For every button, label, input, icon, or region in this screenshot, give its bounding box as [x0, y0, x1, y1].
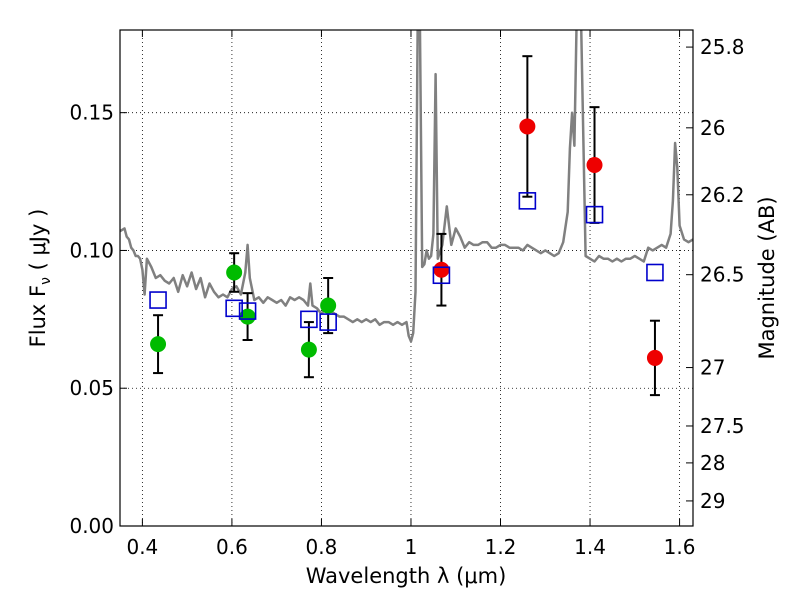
x-tick-label: 1.4: [574, 535, 606, 559]
y-axis-title-unit: ( μJy ): [26, 209, 50, 277]
model-square-point: [225, 299, 243, 318]
green-data-point: [226, 264, 243, 281]
y2-tick-label: 26.5: [700, 263, 745, 287]
y2-axis-title: Magnitude (AB): [755, 196, 779, 359]
model-square-point: [432, 266, 451, 285]
y2-tick-label: 28: [700, 451, 725, 475]
model-square-point: [319, 313, 337, 331]
x-tick-label: 1: [405, 535, 418, 559]
x-tick-label: 0.6: [216, 535, 248, 559]
green-data-point: [320, 297, 337, 314]
y2-tick-label: 25.8: [700, 35, 745, 59]
y2-tick-label: 27: [700, 356, 725, 380]
plot-frame: [119, 29, 694, 527]
x-tick-label: 1.2: [485, 535, 517, 559]
y2-tick-label: 29: [700, 489, 725, 513]
red-data-point: [433, 261, 450, 278]
y-tick-label: 0.10: [69, 238, 114, 262]
model-square-point: [238, 302, 257, 320]
x-tick-label: 1.6: [664, 535, 696, 559]
red-data-point: [646, 349, 663, 366]
plot-background: [120, 30, 693, 526]
data-layer: [120, 30, 693, 397]
y2-tick-label: 26.2: [700, 183, 745, 207]
model-square-point: [646, 263, 664, 282]
y-axis-title-sub: ν: [38, 277, 54, 285]
x-tick-label: 0.4: [126, 535, 158, 559]
y-tick-label: 0.00: [69, 514, 114, 538]
y-axis-title-main: Flux F: [26, 285, 50, 347]
green-data-point: [300, 341, 317, 358]
model-square-point: [585, 205, 604, 224]
y-tick-label: 0.15: [69, 101, 114, 125]
y2-tick-label: 27.5: [700, 414, 745, 438]
model-square-point: [149, 291, 167, 309]
x-axis-title: Wavelength λ (μm): [306, 564, 507, 588]
red-data-point: [519, 118, 536, 135]
model-square-point: [518, 192, 537, 210]
y-tick-label: 0.05: [69, 376, 114, 400]
x-tick-label: 0.8: [306, 535, 338, 559]
axis-layer: 0.4 0.6 0.8 1 1.2 1.4 1.6 0.00 0.05 0.10 0.15 25.8 2…: [69, 30, 745, 559]
y-axis-title: Flux Fν ( μJy ): [26, 209, 54, 348]
model-square-point: [300, 310, 318, 329]
green-data-point: [150, 336, 167, 353]
red-data-point: [586, 157, 603, 174]
spectrum-line: [120, 30, 693, 343]
y2-tick-label: 26: [700, 116, 725, 140]
